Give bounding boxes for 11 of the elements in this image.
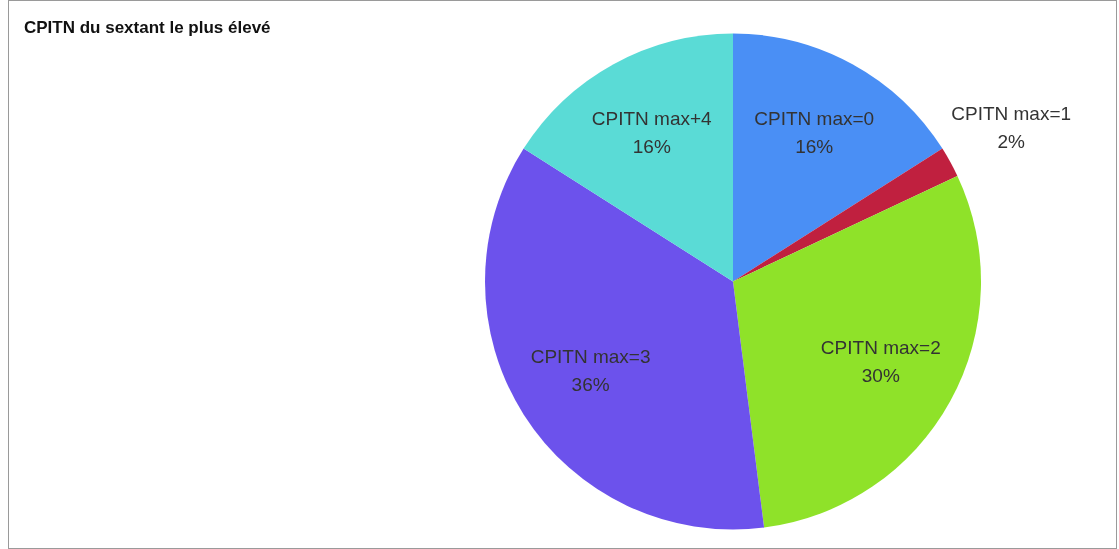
slice-label: CPITN max=0 [754, 107, 875, 129]
data-label: 30% [861, 364, 900, 386]
data-label: 2% [997, 130, 1026, 152]
slice-label: CPITN max=1 [951, 102, 1072, 124]
data-label: 36% [571, 374, 610, 396]
data-label: 16% [795, 135, 834, 157]
slice-label: CPITN max=2 [820, 336, 941, 358]
data-label: 16% [632, 135, 671, 157]
slice-label: CPITN max+4 [591, 107, 713, 129]
text: CPITN du sextant le plus élevé [24, 18, 271, 38]
slice-label: CPITN max=3 [530, 346, 651, 368]
